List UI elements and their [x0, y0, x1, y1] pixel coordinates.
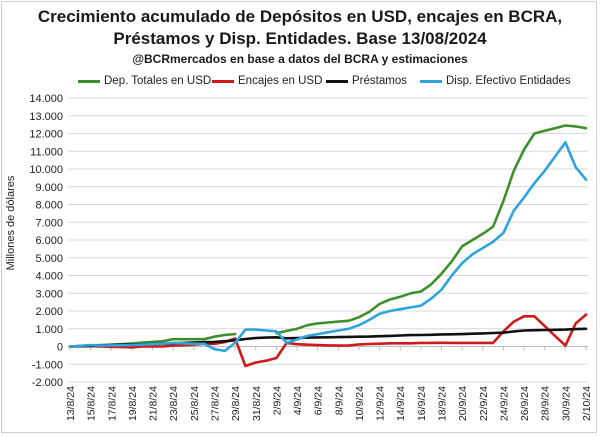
y-tick-label: 8.000	[35, 200, 63, 212]
y-tick-label: 3.000	[35, 288, 63, 300]
series-line-dep-totales-en-usd	[68, 124, 588, 348]
x-tick-label: 23/8/24	[168, 386, 180, 421]
legend: Dep. Totales en USD Encajes en USD Préstam…	[0, 75, 600, 93]
x-tick-label: 14/9/24	[395, 386, 407, 421]
series-lines	[68, 124, 588, 368]
y-axis-label: Millones de dólares	[5, 175, 17, 270]
y-tick-label: 12.000	[29, 129, 63, 141]
x-tick-label: 19/8/24	[127, 386, 139, 421]
chart-subtitle: @BCRmercados en base a datos del BCRA y …	[132, 52, 468, 66]
y-tick-label: 6.000	[35, 235, 63, 247]
x-tick-label: 8/9/24	[333, 386, 345, 415]
series-line-encajes-en-usd	[68, 313, 588, 368]
x-tick-label: 20/9/24	[457, 386, 469, 421]
x-tick-label: 29/8/24	[230, 386, 242, 421]
x-tick-label: 13/8/24	[65, 386, 77, 421]
legend-label: Encajes en USD	[238, 75, 323, 87]
x-tick-label: 22/9/24	[478, 386, 490, 421]
y-tick-label: -2.000	[32, 377, 63, 389]
x-tick-label: 18/9/24	[437, 386, 449, 421]
x-tick-label: 6/9/24	[313, 386, 325, 415]
x-tick-label: 2/10/24	[581, 386, 593, 421]
x-tick-label: 26/9/24	[519, 386, 531, 421]
chart-title: Crecimiento acumulado de Depósitos en US…	[37, 7, 563, 26]
x-tick-label: 2/9/24	[271, 386, 283, 415]
legend-item: Dep. Totales en USD	[78, 75, 211, 87]
legend-label: Disp. Efectivo Entidades	[446, 75, 571, 87]
gridlines	[68, 97, 588, 383]
x-tick-label: 25/8/24	[189, 386, 201, 421]
legend-swatch	[212, 79, 234, 83]
legend-label: Dep. Totales en USD	[104, 75, 212, 87]
y-axis: -2.000 -1.000 0 1.000 2.000 3.000 4.000 5.000 6.…	[29, 93, 63, 389]
y-tick-label: 4.000	[35, 271, 63, 283]
y-tick-label: 9.000	[35, 182, 63, 194]
x-tick-label: 31/8/24	[251, 386, 263, 421]
y-tick-label: 1.000	[35, 324, 63, 336]
chart-title-line-2: Préstamos y Disp. Entidades. Base 13/08/…	[113, 29, 487, 48]
y-tick-label: 14.000	[29, 93, 63, 105]
y-tick-label: 2.000	[35, 306, 63, 318]
legend-swatch	[420, 79, 442, 83]
y-tick-label: 13.000	[29, 111, 63, 123]
y-tick-label: -1.000	[32, 359, 63, 371]
x-tick-label: 10/9/24	[354, 386, 366, 421]
x-tick-label: 16/9/24	[416, 386, 428, 421]
legend-swatch	[78, 79, 100, 83]
x-tick-label: 27/8/24	[209, 386, 221, 421]
x-tick-label: 17/8/24	[106, 386, 118, 421]
x-tick-label: 30/9/24	[560, 386, 572, 421]
y-tick-label: 0	[57, 342, 63, 354]
x-tick-label: 12/9/24	[375, 386, 387, 421]
series-line-disp-efectivo-entidades	[68, 141, 588, 353]
legend-item: Encajes en USD	[212, 75, 322, 87]
x-tick-label: 21/8/24	[148, 386, 160, 421]
x-tick-label: 15/8/24	[86, 386, 98, 421]
legend-swatch	[326, 79, 348, 83]
x-axis: 13/8/24 15/8/24 17/8/24 19/8/24 21/8/24 23/8/…	[65, 346, 593, 421]
y-tick-label: 5.000	[35, 253, 63, 265]
x-tick-label: 4/9/24	[292, 386, 304, 415]
y-tick-label: 11.000	[30, 146, 63, 158]
legend-item: Disp. Efectivo Entidades	[420, 75, 571, 87]
x-tick-label: 28/9/24	[540, 386, 552, 421]
y-tick-label: 10.000	[29, 164, 63, 176]
legend-label: Préstamos	[352, 75, 407, 87]
x-tick-label: 24/9/24	[498, 386, 510, 421]
y-tick-label: 7.000	[35, 217, 63, 229]
legend-item: Préstamos	[326, 75, 407, 87]
